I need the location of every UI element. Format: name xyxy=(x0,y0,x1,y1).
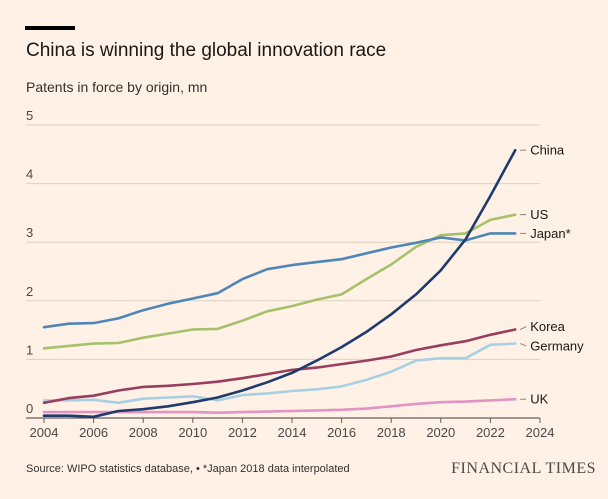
series-label-korea: Korea xyxy=(530,319,565,334)
x-tick-label: 2006 xyxy=(79,425,108,440)
gridlines xyxy=(26,124,540,419)
x-tick-label: 2016 xyxy=(327,425,356,440)
y-tick-label: 3 xyxy=(26,225,33,240)
x-tick-label: 2012 xyxy=(228,425,257,440)
series-label-uk: UK xyxy=(530,392,548,407)
source-note: Source: WIPO statistics database, • *Jap… xyxy=(26,463,350,475)
series-line-us xyxy=(42,213,517,350)
chart-title: China is winning the global innovation r… xyxy=(26,40,387,61)
series-line-germany xyxy=(42,342,517,405)
x-tick-label: 2018 xyxy=(377,425,406,440)
x-tick-label: 2024 xyxy=(526,425,555,440)
ft-accent-bar xyxy=(25,26,75,30)
x-tick-label: 2020 xyxy=(426,425,455,440)
x-tick-label: 2004 xyxy=(30,425,59,440)
x-tick-label: 2014 xyxy=(278,425,307,440)
series-line-china xyxy=(42,148,517,419)
series-label-germany: Germany xyxy=(530,338,584,353)
y-tick-label: 1 xyxy=(26,342,33,357)
x-axis-ticks: 2004 2006 2008 2010 2012 2014 2016 2018 2020 2022… xyxy=(30,418,555,440)
chart-subtitle: Patents in force by origin, mn xyxy=(26,79,208,95)
x-tick-label: 2022 xyxy=(476,425,505,440)
series-label-china: China xyxy=(530,143,565,158)
ft-logo: FINANCIAL TIMES xyxy=(451,460,596,477)
y-tick-label: 5 xyxy=(26,108,33,123)
x-tick-label: 2008 xyxy=(129,425,158,440)
series-line-japan xyxy=(42,232,517,329)
y-tick-label: 0 xyxy=(26,401,33,416)
y-axis-ticks: 0 1 2 3 4 5 xyxy=(26,108,33,416)
series-label-japan: Japan* xyxy=(530,226,570,241)
x-tick-label: 2010 xyxy=(178,425,207,440)
y-tick-label: 2 xyxy=(26,284,33,299)
series-line-korea xyxy=(42,328,517,405)
series-labels: China US Japan* Korea Germany UK xyxy=(519,143,584,407)
label-leader xyxy=(520,343,527,347)
series-label-us: US xyxy=(530,207,548,222)
series-lines xyxy=(42,148,517,419)
label-leader xyxy=(519,326,527,330)
series-line-uk xyxy=(42,397,517,414)
y-tick-label: 4 xyxy=(26,167,33,182)
